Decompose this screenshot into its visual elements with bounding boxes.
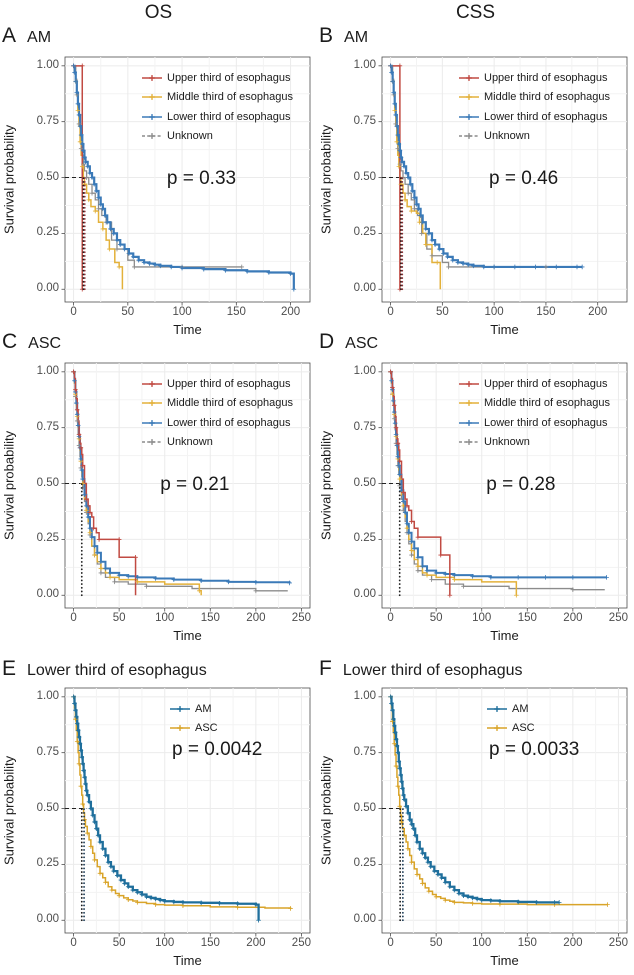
- svg-text:p = 0.46: p = 0.46: [489, 168, 558, 189]
- svg-text:p = 0.0042: p = 0.0042: [172, 739, 262, 760]
- svg-text:p = 0.33: p = 0.33: [167, 168, 236, 189]
- svg-text:p = 0.0033: p = 0.0033: [489, 739, 579, 760]
- svg-text:p = 0.28: p = 0.28: [486, 474, 555, 495]
- svg-text:p = 0.21: p = 0.21: [160, 474, 229, 495]
